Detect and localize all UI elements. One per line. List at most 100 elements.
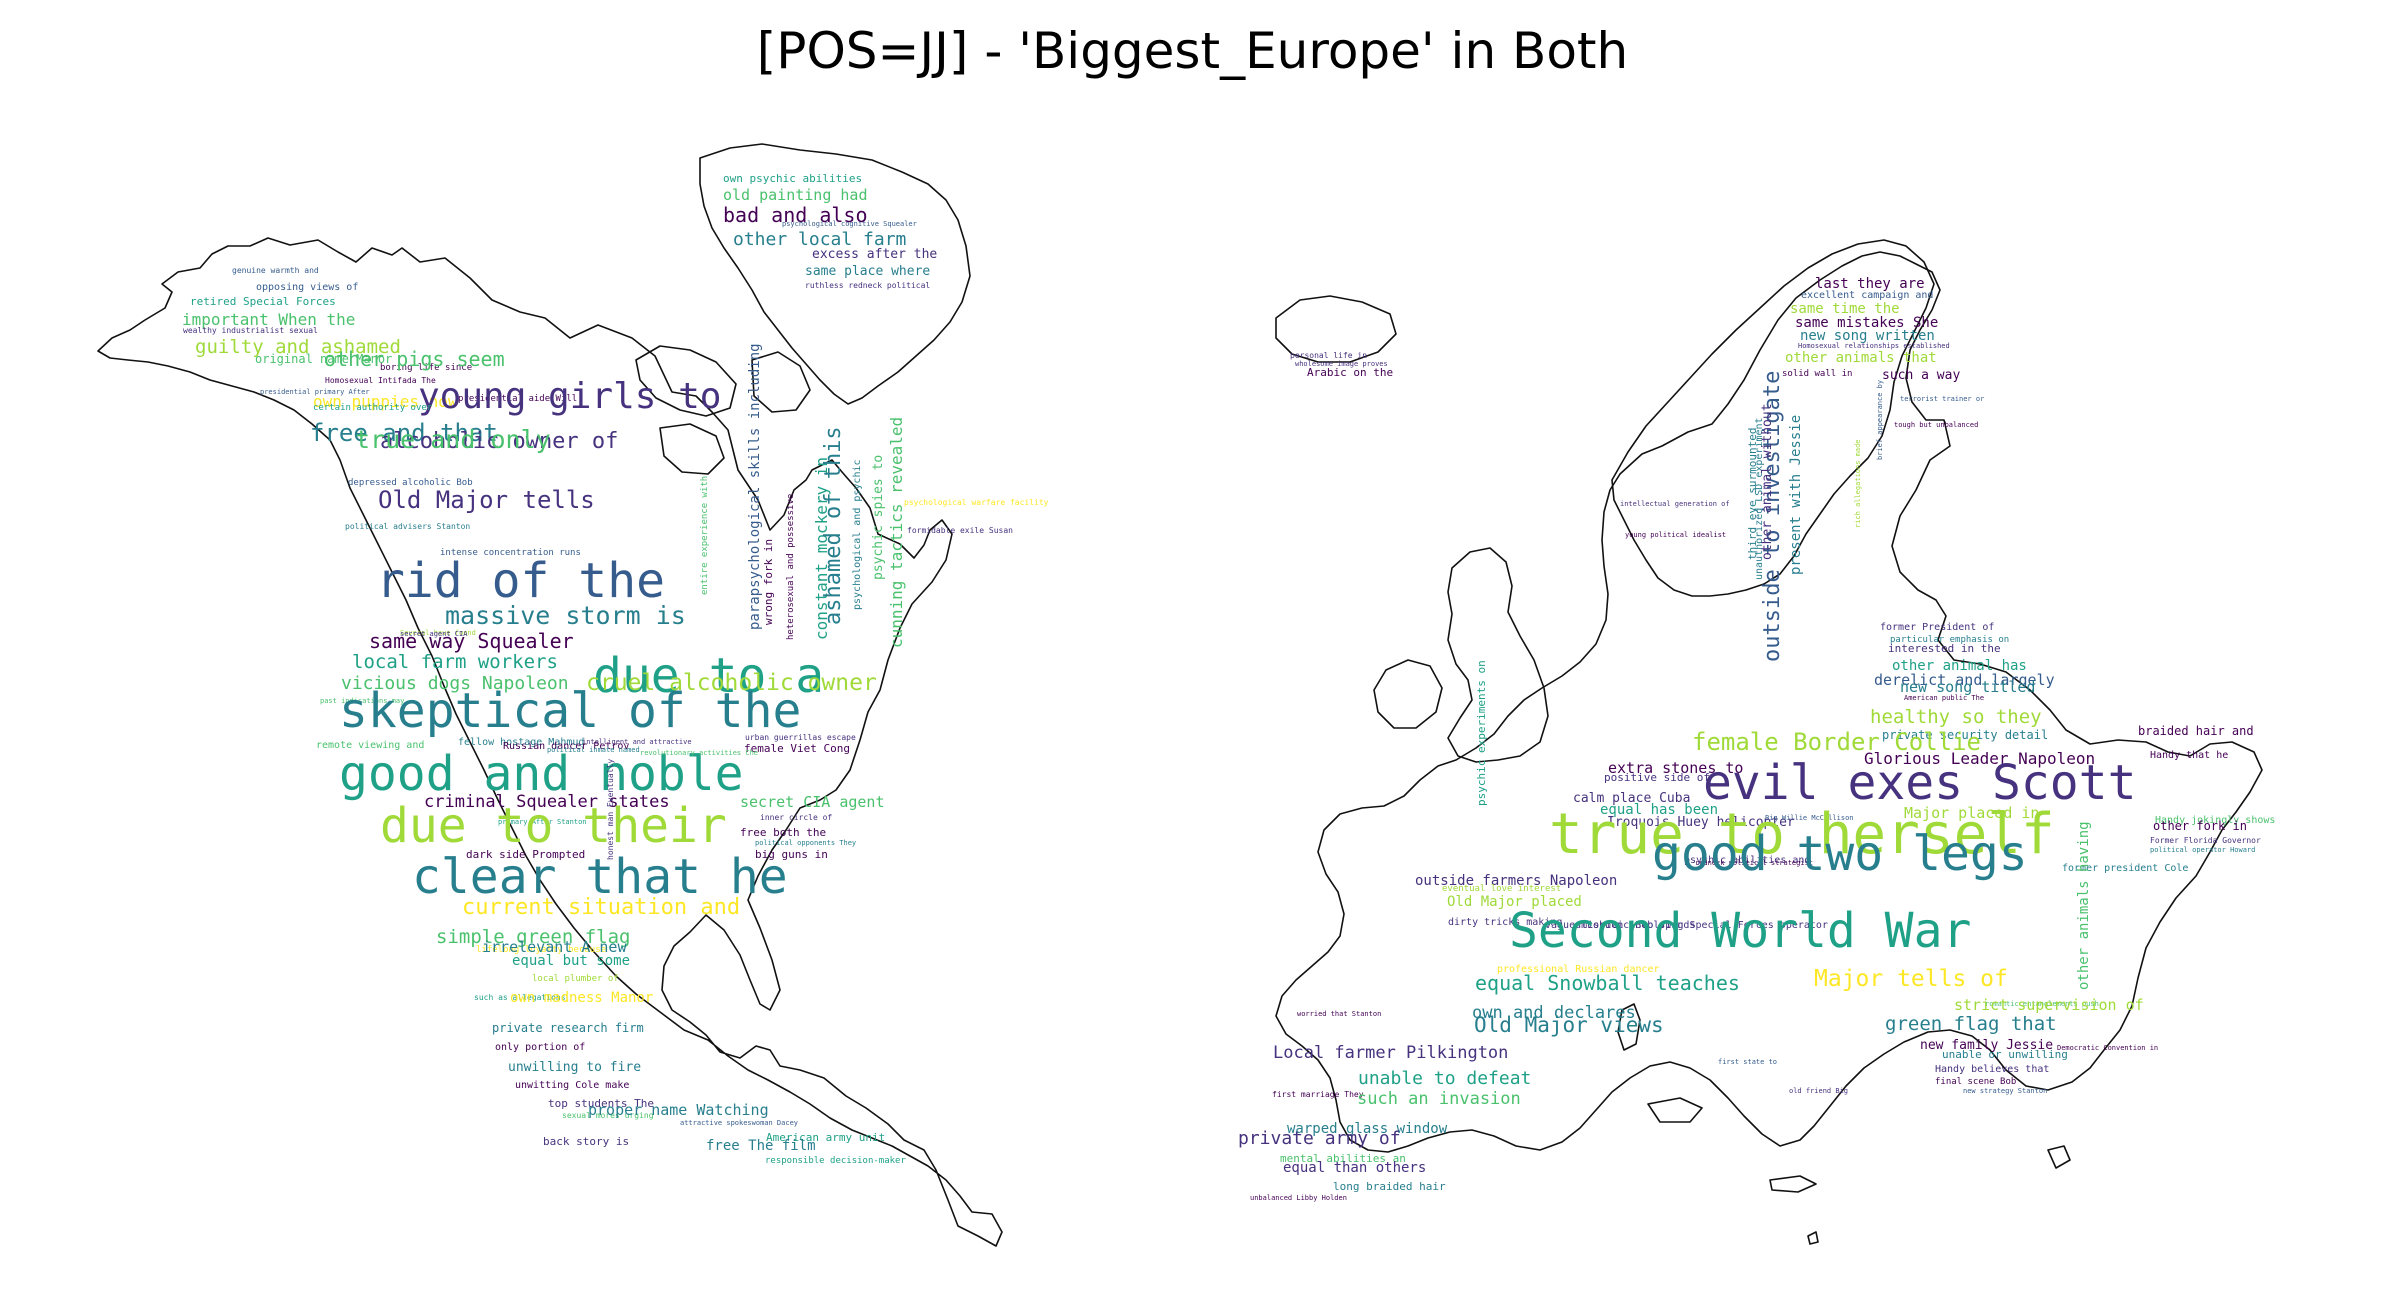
cloud-word: Old Major placed: [1447, 894, 1582, 910]
cloud-word: own puppies now: [313, 392, 458, 411]
cloud-word: certain authority over: [313, 403, 433, 413]
cloud-word: back story is: [543, 1135, 629, 1148]
cloud-word: professional Russian dancer: [1497, 964, 1660, 975]
cloud-word: irrelevant A new: [482, 938, 627, 956]
cloud-word: outside farmers Napoleon: [1415, 873, 1617, 889]
cloud-word: simple green flag: [436, 926, 630, 948]
cloud-word: Homosexual Intifada The: [325, 376, 436, 385]
arctic-islands-outline: [635, 345, 811, 475]
cloud-word: same way Squealer: [369, 629, 574, 653]
cloud-word: remote viewing and: [316, 740, 424, 751]
cloud-word: Old Major tells: [378, 486, 595, 514]
cloud-word: equal but some: [512, 953, 630, 969]
cloud-word: revolutionary activities Che: [640, 749, 758, 757]
figure-title: [POS=JJ] - 'Biggest_Europe' in Both: [756, 22, 1629, 80]
cloud-word: guilty and ashamed: [195, 336, 401, 358]
cloud-word: Glorious Leader Napoleon: [1864, 749, 2095, 768]
cloud-word: first marriage They: [1272, 1090, 1364, 1099]
cloud-word: Major tells of: [1814, 966, 2008, 992]
cloud-word: important When the: [182, 310, 355, 329]
cloud-word: tough but unbalanced: [1894, 421, 1978, 429]
cloud-word: political operator Howard: [2150, 846, 2255, 854]
cloud-word: due to a: [593, 648, 824, 704]
cloud-word: calm place Cuba: [1573, 791, 1690, 806]
cloud-word: cruel alcoholic owner: [586, 670, 877, 696]
cloud-word: big guns in: [755, 848, 828, 861]
cloud-word: same time the: [1790, 301, 1900, 317]
cloud-word: terrorist trainer or: [1900, 395, 1984, 403]
cloud-word: female Viet Cong: [744, 742, 850, 755]
cloud-word: long braided hair: [1333, 1180, 1446, 1193]
cloud-word: intellectual generation of: [1620, 500, 1730, 508]
cloud-word: ruthless redneck political: [805, 281, 930, 290]
cloud-word: private research firm: [492, 1021, 644, 1035]
cloud-word: intense concentration runs: [440, 548, 581, 558]
british-isles-outline: [1373, 547, 1549, 763]
cloud-word: personal life in: [1290, 351, 1367, 360]
cloud-word: Arabic on the: [1307, 366, 1393, 379]
cloud-word: first state to: [1718, 1058, 1777, 1066]
cloud-word: current situation and: [462, 895, 740, 920]
cloud-word: true to herself: [1549, 802, 2055, 867]
cloud-word: healthy so they: [1870, 706, 2042, 728]
cloud-word: political inmate named: [547, 746, 640, 754]
cloud-word: local farm workers: [352, 651, 558, 673]
cloud-word: other fork in: [2153, 819, 2247, 833]
cloud-word: inner circle of: [760, 813, 832, 822]
cloud-word: dirty tricks making: [1448, 917, 1562, 928]
cloud-word: Old Major views: [1474, 1013, 1664, 1037]
cloud-word: Big Willie McCullison: [1765, 814, 1854, 822]
cloud-word: free The film: [706, 1138, 816, 1154]
cloud-word: old friend Big: [1789, 1087, 1848, 1095]
cloud-word: former president Cole: [2062, 863, 2188, 874]
cloud-word: Handy that he: [2150, 750, 2228, 761]
cloud-word: local plumber of: [532, 974, 619, 984]
cloud-word: good and noble: [339, 746, 744, 802]
cloud-word: due to their: [380, 798, 727, 854]
cloud-word: Handy believes that: [1935, 1064, 2049, 1075]
cloud-word: other animal without: [1760, 403, 1775, 560]
cloud-word: honest man Eventually: [606, 759, 615, 860]
cloud-word: psychological and psychic: [852, 459, 863, 610]
cloud-word: retired Special Forces: [190, 295, 336, 308]
cloud-word: vicious dogs Napoleon: [341, 673, 569, 694]
greenland-outline: [699, 143, 971, 405]
cloud-word: excess after the: [812, 247, 937, 262]
cloud-word: present with Jessie: [1788, 415, 1804, 575]
cloud-word: psychic abilities and: [1684, 855, 1810, 866]
cloud-word: constant mockery in: [812, 457, 831, 640]
cloud-word: Iroquois Huey helicopter: [1607, 815, 1795, 830]
cloud-word: unauthorized LSD experiment: [1754, 417, 1765, 580]
cloud-word: alcoholic Bob spends: [1575, 920, 1695, 931]
cloud-word: unable to defeat: [1358, 1068, 1531, 1089]
cloud-word: rich allegations made: [1854, 439, 1862, 528]
cloud-word: romantic entanglements push: [1985, 1000, 2099, 1008]
cloud-word: other animals that: [1785, 350, 1937, 366]
cloud-word: private army of: [1238, 1128, 1401, 1149]
cloud-word: young girls to: [418, 376, 721, 417]
cloud-word: past indications may: [320, 697, 404, 705]
cloud-word: Local farmer Pilkington: [1273, 1043, 1508, 1063]
cloud-word: psychic spies to: [871, 455, 886, 580]
cloud-word: urban guerrillas escape: [745, 733, 856, 742]
cloud-word: other animal has: [1892, 658, 2027, 674]
cloud-word: former President of: [1880, 622, 1994, 633]
cloud-word: presidential aide Will: [458, 394, 577, 404]
cloud-word: evil exes Scott: [1703, 755, 2136, 811]
cloud-word: wrong fork in: [762, 539, 775, 625]
cloud-word: rid of the: [376, 553, 665, 609]
cloud-word: criminal Squealer states: [424, 792, 670, 812]
cloud-word: secret agent CIA: [400, 630, 468, 638]
cloud-word: equal than others: [1283, 1160, 1426, 1176]
cloud-word: outside to investigate: [1760, 371, 1785, 662]
cloud-word: Homosexual relationships established: [1798, 342, 1950, 350]
cloud-word: massive storm is: [445, 601, 686, 630]
cloud-word: Handy jokingly shows: [2155, 815, 2275, 826]
cloud-word: Democratic Convention in: [2057, 1044, 2158, 1052]
europe-outline: [1275, 251, 2263, 1153]
cloud-word: other animals having: [2076, 821, 2092, 990]
